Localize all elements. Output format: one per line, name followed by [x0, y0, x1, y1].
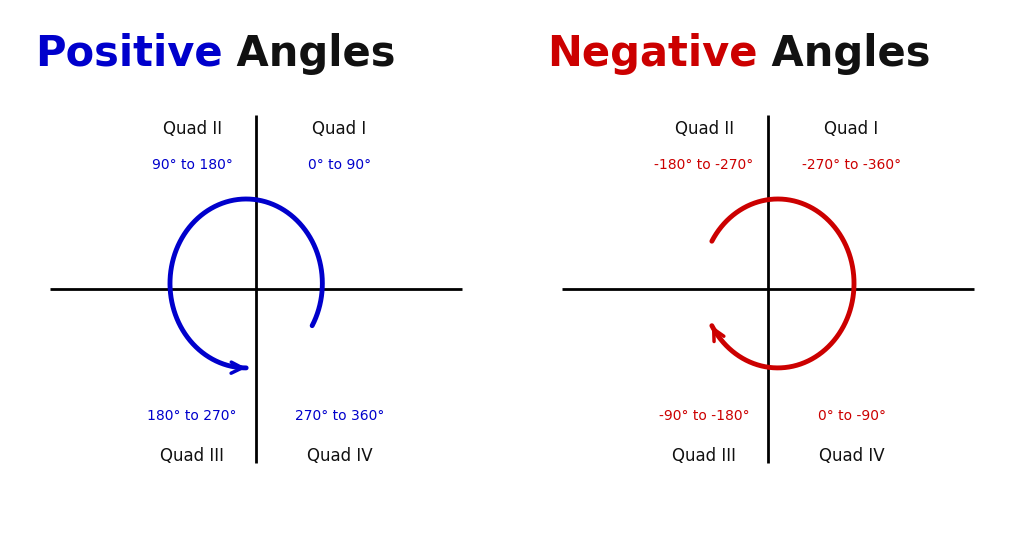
- Text: 180° to 270°: 180° to 270°: [147, 409, 237, 423]
- Text: 0° to 90°: 0° to 90°: [308, 158, 371, 172]
- Text: -90° to -180°: -90° to -180°: [658, 409, 750, 423]
- Text: 270° to 360°: 270° to 360°: [295, 409, 384, 423]
- Text: -180° to -270°: -180° to -270°: [654, 158, 754, 172]
- Text: Quad III: Quad III: [160, 447, 224, 465]
- Text: 0° to -90°: 0° to -90°: [817, 409, 886, 423]
- Text: Negative: Negative: [547, 33, 758, 75]
- Text: Quad III: Quad III: [672, 447, 736, 465]
- Text: Quad I: Quad I: [824, 120, 879, 138]
- Text: Angles: Angles: [222, 33, 396, 75]
- Text: Positive: Positive: [35, 33, 222, 75]
- Text: Quad IV: Quad IV: [307, 447, 373, 465]
- Text: -270° to -360°: -270° to -360°: [802, 158, 901, 172]
- Text: Quad IV: Quad IV: [819, 447, 885, 465]
- Text: 90° to 180°: 90° to 180°: [152, 158, 232, 172]
- Text: Quad I: Quad I: [312, 120, 367, 138]
- Text: Quad II: Quad II: [675, 120, 733, 138]
- Text: Angles: Angles: [758, 33, 931, 75]
- Text: Quad II: Quad II: [163, 120, 221, 138]
